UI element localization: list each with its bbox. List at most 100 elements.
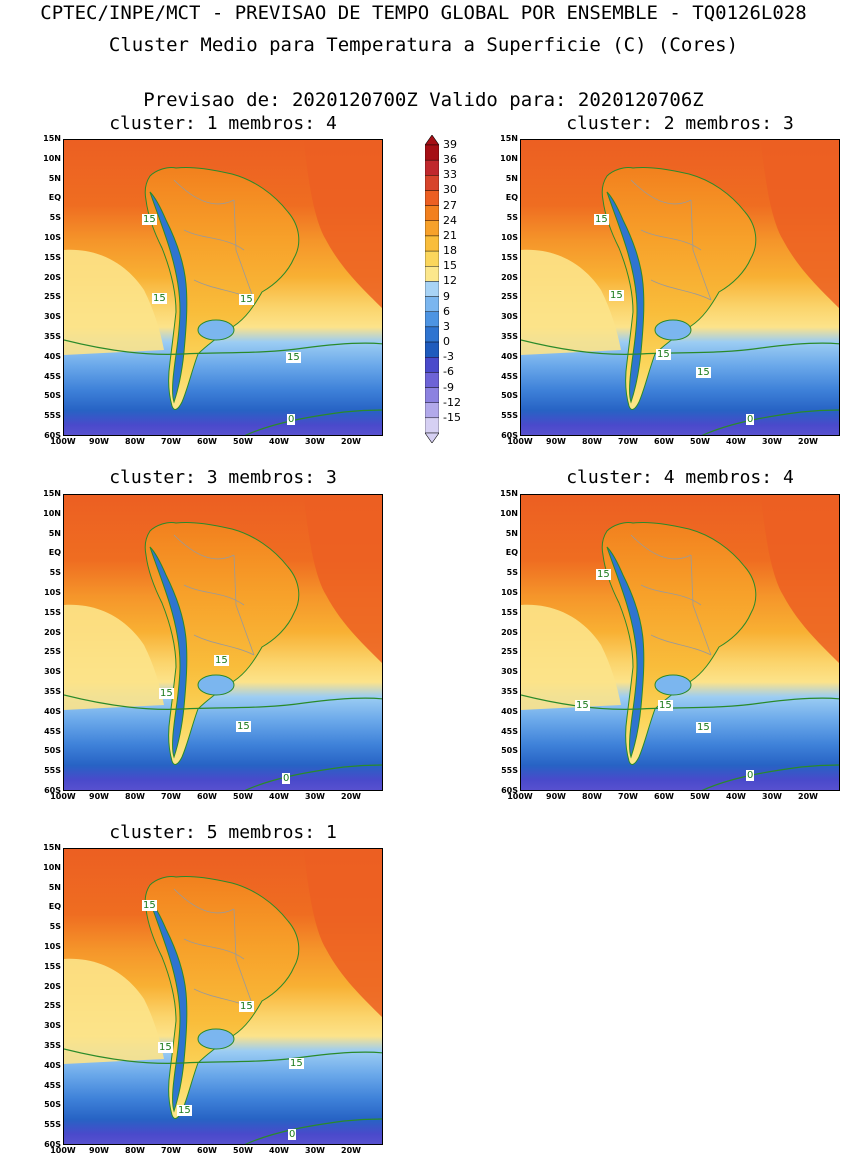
lon-tick-label: 90W (89, 792, 109, 801)
contour-label: 15 (239, 1001, 254, 1012)
lat-tick-label: 20S (44, 272, 61, 282)
lat-tick-label: 50S (501, 391, 518, 401)
lat-tick-label: 25S (501, 292, 518, 302)
colorbar-label: 27 (443, 198, 457, 212)
contour-label: 15 (594, 214, 609, 225)
temperature-map: 15 15 15 15 0 (520, 494, 840, 791)
colorbar-segment (425, 266, 439, 282)
lat-tick-label: 5S (49, 568, 61, 578)
lat-tick-label: EQ (48, 548, 61, 558)
lon-tick-label: 60W (197, 437, 217, 446)
figure-title-line3: Previsao de: 2020120700Z Valido para: 20… (143, 89, 704, 111)
lat-tick-label: 20S (44, 627, 61, 637)
lat-tick-label: 15S (501, 252, 518, 262)
lat-tick-label: 10N (500, 153, 518, 163)
lat-tick-label: 50S (44, 1100, 61, 1110)
lat-tick-label: 40S (44, 1060, 61, 1070)
temperature-map: 15 15 15 15 0 (63, 139, 383, 436)
lat-tick-label: 55S (44, 411, 61, 421)
contour-label: 15 (152, 293, 167, 304)
lon-tick-label: 70W (161, 437, 181, 446)
contour-label: 15 (142, 900, 157, 911)
lon-tick-label: 100W (50, 437, 76, 446)
lat-tick-label: 10N (43, 153, 61, 163)
colorbar-segment (425, 175, 439, 191)
contour-label: 15 (658, 700, 673, 711)
lat-tick-label: 60S (501, 786, 518, 795)
colorbar-label: 36 (443, 153, 457, 167)
lat-tick-label: 10N (43, 508, 61, 518)
lat-tick-label: 15S (44, 607, 61, 617)
lat-tick-label: 35S (501, 332, 518, 341)
lon-tick-label: 90W (546, 792, 566, 801)
lat-tick-label: 45S (44, 371, 61, 381)
lat-tick-label: 35S (44, 332, 61, 341)
lat-tick-label: 5N (505, 173, 518, 183)
lon-tick-label: 60W (197, 792, 217, 801)
contour-label: 15 (289, 1058, 304, 1069)
lon-tick-label: 100W (50, 792, 76, 801)
panel-title: cluster: 4 membros: 4 (566, 467, 794, 488)
lon-tick-label: 40W (269, 1146, 289, 1155)
contour-label: 15 (159, 688, 174, 699)
colorbar-label: 12 (443, 274, 457, 288)
lon-tick-label: 100W (50, 1146, 76, 1155)
lat-tick-label: 15N (500, 489, 518, 498)
lat-tick-label: 60S (44, 431, 61, 440)
lat-tick-label: 60S (501, 431, 518, 440)
lat-tick-label: 55S (501, 766, 518, 776)
lat-tick-label: 35S (44, 687, 61, 696)
contour-label: 15 (286, 352, 301, 363)
colorbar-segment (425, 417, 439, 434)
lon-tick-label: 70W (161, 1146, 181, 1155)
lat-tick-label: 40S (501, 351, 518, 361)
lat-tick-label: 30S (501, 667, 518, 677)
lat-tick-label: 55S (44, 766, 61, 776)
lat-tick-label: 5N (48, 528, 61, 538)
lat-tick-label: 55S (501, 411, 518, 421)
lon-tick-label: 50W (233, 437, 253, 446)
lat-tick-label: 5S (49, 213, 61, 223)
colorbar-segment (425, 372, 439, 388)
colorbar-segment (425, 205, 439, 221)
colorbar-label: 9 (443, 289, 450, 303)
figure-title-line2: Cluster Medio para Temperatura a Superfi… (108, 34, 739, 56)
colorbar-segment (425, 402, 439, 419)
lat-tick-label: 5S (506, 213, 518, 223)
lat-tick-label: 25S (44, 1001, 61, 1011)
lon-tick-label: 60W (654, 437, 674, 446)
lat-tick-label: 45S (501, 726, 518, 736)
contour-label: 0 (287, 414, 296, 425)
lat-tick-label: 40S (44, 351, 61, 361)
lon-tick-label: 20W (341, 437, 361, 446)
lat-tick-label: 10S (44, 942, 61, 951)
contour-label: 15 (575, 700, 590, 711)
lon-tick-label: 30W (305, 1146, 325, 1155)
lon-tick-label: 40W (726, 792, 746, 801)
lon-tick-label: 30W (762, 792, 782, 801)
lat-tick-label: 50S (501, 746, 518, 756)
lat-tick-label: 30S (44, 312, 61, 322)
contour-label: 15 (696, 722, 711, 733)
contour-label: 15 (236, 721, 251, 732)
lon-tick-label: 80W (582, 792, 602, 801)
lon-tick-label: 70W (161, 792, 181, 801)
lat-tick-label: 40S (44, 706, 61, 716)
colorbar-segment (425, 144, 439, 161)
colorbar-segment (425, 220, 439, 237)
lon-tick-label: 40W (726, 437, 746, 446)
contour-label: 0 (746, 770, 755, 781)
lat-tick-label: 15N (43, 843, 61, 852)
lat-tick-label: 25S (44, 647, 61, 657)
colorbar-label: 24 (443, 213, 457, 227)
contour-label: 0 (288, 1129, 297, 1140)
lat-tick-label: 25S (44, 292, 61, 302)
lat-tick-label: EQ (505, 193, 518, 203)
panel-title: cluster: 2 membros: 3 (566, 113, 794, 134)
colorbar-label: 30 (443, 183, 457, 197)
lat-tick-label: 15S (44, 961, 61, 971)
colorbar-label: 6 (443, 304, 450, 318)
lat-tick-label: 5N (505, 528, 518, 538)
contour-label: 0 (282, 773, 291, 784)
colorbar (425, 135, 439, 443)
